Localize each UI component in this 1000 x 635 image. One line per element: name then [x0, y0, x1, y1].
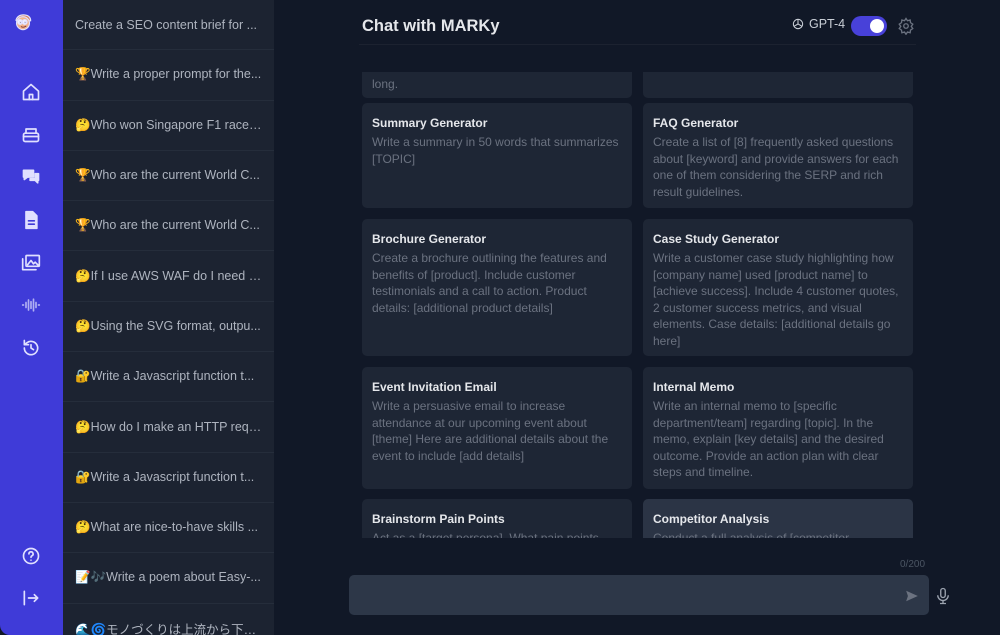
history-item-label: 🏆Who are the current World C...	[75, 218, 260, 233]
history-item[interactable]: 🏆Write a proper prompt for the...	[63, 50, 274, 101]
home-icon[interactable]	[19, 80, 43, 104]
prompt-card-title: Competitor Analysis	[653, 512, 770, 526]
prompt-card[interactable]: Internal Memo Write an internal memo to […	[643, 367, 913, 489]
history-item-label: 🔐Write a Javascript function t...	[75, 469, 255, 484]
prompt-card-title: Summary Generator	[372, 116, 488, 130]
prompt-card-title: Brainstorm Pain Points	[372, 512, 505, 526]
history-item-label: 🏆Write a proper prompt for the...	[75, 67, 262, 82]
prompt-card-title: Event Invitation Email	[372, 380, 497, 394]
audio-wave-icon[interactable]	[19, 293, 43, 317]
logout-icon[interactable]	[19, 586, 43, 610]
history-item[interactable]: 🤔If I use AWS WAF do I need s...	[63, 251, 274, 302]
prompt-card-body: Write an internal memo to [specific depa…	[653, 399, 884, 479]
history-item[interactable]: 🔐Write a Javascript function t...	[63, 453, 274, 503]
history-item[interactable]: 🤔Using the SVG format, outpu...	[63, 302, 274, 353]
prompt-templates-grid[interactable]: long. Summary Generator Write a summary in…	[362, 72, 914, 538]
prompt-card[interactable]: Brainstorm Pain Points Act as a [target p…	[362, 499, 632, 538]
settings-gear-icon[interactable]	[897, 17, 915, 35]
prompt-card-title: Internal Memo	[653, 380, 735, 394]
history-item-label: 🤔If I use AWS WAF do I need s...	[75, 268, 262, 283]
history-item-label: 🔐Write a Javascript function t...	[75, 369, 255, 384]
avatar-logo[interactable]	[13, 12, 47, 42]
chat-history-list: Create a SEO content brief for ... 🏆Write…	[63, 0, 274, 635]
history-item-label: 🤔Using the SVG format, outpu...	[75, 318, 261, 333]
prompt-card-body: long.	[372, 76, 399, 91]
prompt-card[interactable]: Brochure Generator Create a brochure outl…	[362, 219, 632, 356]
history-item[interactable]: 📝🎶Write a poem about Easy-...	[63, 553, 274, 604]
prompt-card[interactable]	[643, 72, 913, 98]
history-item-label: 🏆Who are the current World C...	[75, 168, 260, 183]
prompt-card[interactable]: Event Invitation Email Write a persuasive…	[362, 367, 632, 489]
history-item[interactable]: 🤔How do I make an HTTP requ...	[63, 402, 274, 453]
help-icon[interactable]	[19, 544, 43, 568]
history-item[interactable]: Create a SEO content brief for ...	[63, 0, 274, 51]
history-item[interactable]: 🤔Who won Singapore F1 race ...	[63, 101, 274, 151]
document-icon[interactable]	[19, 208, 43, 232]
microphone-icon[interactable]	[934, 586, 952, 606]
prompt-card-body: Conduct a full analysis of [competitor	[653, 531, 850, 538]
history-icon[interactable]	[19, 336, 43, 360]
history-item-label: 🤔How do I make an HTTP requ...	[75, 419, 262, 434]
history-item-label: 📝🎶Write a poem about Easy-...	[75, 570, 261, 585]
prompt-card-body: Write a persuasive email to increase att…	[372, 399, 609, 463]
nav-rail	[0, 0, 63, 635]
prompt-card[interactable]: long.	[362, 72, 632, 98]
prompt-card-title: Brochure Generator	[372, 232, 487, 246]
chat-input[interactable]	[349, 575, 929, 615]
prompt-card[interactable]: FAQ Generator Create a list of [8] freque…	[643, 103, 913, 208]
inbox-icon[interactable]	[19, 122, 43, 146]
prompt-card-body: Create a brochure outlining the features…	[372, 251, 607, 315]
images-icon[interactable]	[19, 251, 43, 275]
model-label: GPT-4	[791, 17, 845, 31]
model-toggle[interactable]	[851, 16, 887, 36]
prompt-card-body: Create a list of [8] frequently asked qu…	[653, 135, 899, 199]
openai-icon	[792, 18, 804, 30]
history-item[interactable]: 🔐Write a Javascript function t...	[63, 352, 274, 403]
history-item[interactable]: 🤔What are nice-to-have skills ...	[63, 503, 274, 554]
history-item[interactable]: 🌊🌀モノづくりは上流から下流...	[63, 604, 274, 635]
history-item[interactable]: 🏆Who are the current World C...	[63, 201, 274, 252]
history-item-label: 🤔Who won Singapore F1 race ...	[75, 117, 262, 132]
char-counter: 0/200	[900, 559, 926, 570]
history-item[interactable]: 🏆Who are the current World C...	[63, 151, 274, 202]
header-divider	[359, 44, 916, 45]
send-icon[interactable]	[905, 589, 919, 603]
prompt-card-title: FAQ Generator	[653, 116, 739, 130]
model-name: GPT-4	[809, 17, 846, 31]
prompt-card[interactable]: Summary Generator Write a summary in 50 w…	[362, 103, 632, 208]
prompt-card[interactable]: Case Study Generator Write a customer cas…	[643, 219, 913, 356]
prompt-card-body: Write a customer case study highlighting…	[653, 251, 899, 348]
history-item-label: Create a SEO content brief for ...	[75, 17, 258, 32]
prompt-card[interactable]: Competitor Analysis Conduct a full analys…	[643, 499, 913, 538]
prompt-card-body: Write a summary in 50 words that summari…	[372, 135, 619, 166]
history-item-label: 🤔What are nice-to-have skills ...	[75, 520, 258, 535]
history-item-label: 🌊🌀モノづくりは上流から下流...	[75, 622, 262, 635]
page-title: Chat with MARKy	[362, 17, 500, 35]
prompt-card-title: Case Study Generator	[653, 232, 780, 246]
prompt-card-body: Act as a [target persona]. What pain poi…	[372, 531, 599, 538]
chat-icon[interactable]	[19, 165, 43, 189]
